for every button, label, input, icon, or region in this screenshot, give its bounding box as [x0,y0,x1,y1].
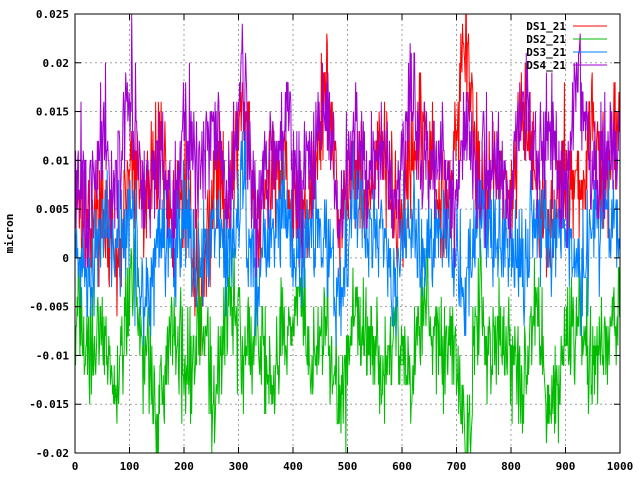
legend-label: DS3_21 [526,46,566,59]
series-line-ds3_21 [74,131,620,346]
y-tick-label: 0.01 [43,154,70,167]
x-tick-label: 900 [556,460,576,473]
y-tick-label: 0 [62,252,69,265]
x-tick-label: 300 [229,460,249,473]
x-tick-label: 1000 [607,460,634,473]
y-tick-label: -0.01 [36,349,69,362]
y-tick-label: 0.02 [43,57,70,70]
x-tick-label: 500 [338,460,358,473]
x-tick-label: 200 [174,460,194,473]
y-tick-label: -0.02 [36,447,69,460]
x-tick-label: 0 [72,460,79,473]
legend-label: DS1_21 [526,20,566,33]
x-tick-label: 400 [283,460,303,473]
y-tick-label: -0.005 [29,301,69,314]
x-tick-label: 800 [501,460,521,473]
x-tick-label: 100 [120,460,140,473]
x-tick-label: 600 [392,460,412,473]
axis-ticks: 0 100 200 300 400 500 600 700 800 900 1000 -0.02 -0.… [29,8,633,473]
y-axis-label: micron [3,214,16,254]
series-layer [74,13,621,454]
y-tick-label: -0.015 [29,398,69,411]
legend-label: DS4_21 [526,59,566,72]
series-line-ds4_21 [74,13,621,278]
y-tick-label: 0.005 [36,203,69,216]
y-tick-label: 0.025 [36,8,69,21]
series-line-ds2_21 [74,218,620,454]
x-tick-label: 700 [447,460,467,473]
y-tick-label: 0.015 [36,106,69,119]
legend-label: DS2_21 [526,33,566,46]
